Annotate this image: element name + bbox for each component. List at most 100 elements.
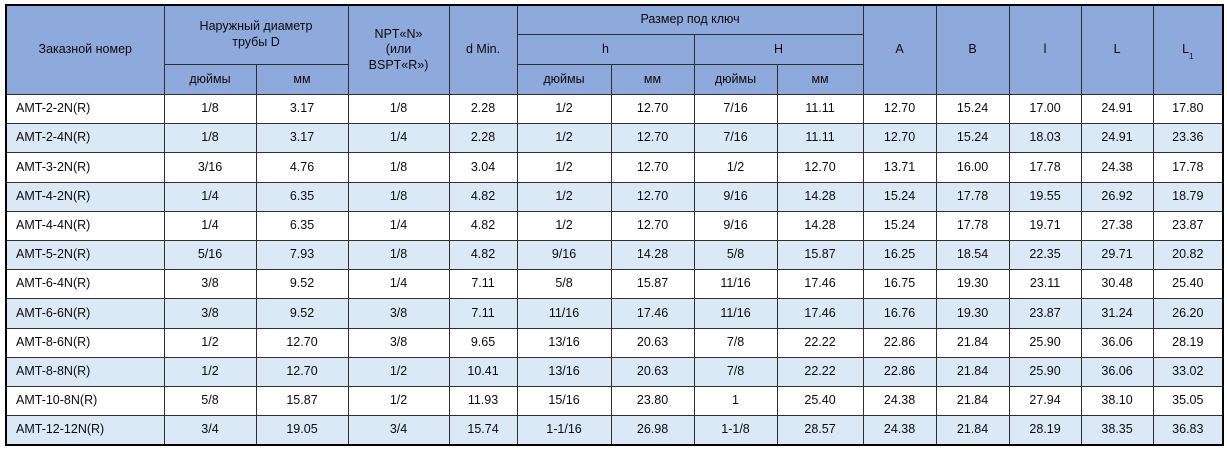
dimension-value-cell: 25.40: [1152, 269, 1224, 300]
order-number-cell: AMT-2-4N(R): [5, 123, 165, 154]
dimension-value-cell: 2.28: [448, 93, 518, 125]
dimension-value-cell: 23.36: [1152, 123, 1224, 154]
dimension-value-cell: 3.17: [255, 123, 349, 154]
order-number-cell: AMT-8-8N(R): [5, 356, 165, 387]
dimension-value-cell: 16.25: [862, 239, 937, 271]
order-number-cell: AMT-3-2N(R): [5, 152, 165, 183]
dimension-value-cell: 1: [693, 385, 778, 417]
dimension-value-cell: 15.24: [935, 123, 1010, 154]
dimension-value-cell: 3/4: [163, 415, 257, 446]
dimension-value-cell: 36.06: [1080, 327, 1154, 358]
dimension-value-cell: 23.80: [610, 385, 695, 417]
header-h-lower: h: [516, 34, 695, 65]
header-d-mm: мм: [255, 64, 349, 95]
dimension-value-cell: 3.17: [255, 93, 349, 125]
dimension-value-cell: 33.02: [1152, 356, 1224, 387]
dimension-value-cell: 12.70: [610, 123, 695, 154]
table-row: AMT-6-6N(R) 3/8 9.52 3/8 7.11 11/16 17.46 11/16…: [5, 298, 1224, 329]
dimension-value-cell: 7/8: [693, 327, 778, 358]
header-h-upper-mm: мм: [776, 64, 864, 95]
dimension-value-cell: 14.28: [776, 210, 864, 241]
header-col-l1: L1: [1152, 4, 1224, 95]
order-number-cell: AMT-4-4N(R): [5, 210, 165, 241]
dimension-value-cell: 4.82: [448, 239, 518, 271]
header-h-upper-inches: дюймы: [693, 64, 778, 95]
dimension-value-cell: 1/8: [347, 93, 450, 125]
header-row-3: дюймы мм дюймы мм дюймы мм: [6, 64, 1223, 95]
header-wrench-size: Размер под ключ: [516, 4, 864, 35]
dimension-value-cell: 5/8: [163, 385, 257, 417]
dimension-value-cell: 15.87: [610, 269, 695, 300]
dimension-value-cell: 18.79: [1152, 181, 1224, 212]
dimension-value-cell: 27.38: [1080, 210, 1154, 241]
dimension-value-cell: 20.63: [610, 327, 695, 358]
dimension-value-cell: 24.38: [1080, 152, 1154, 183]
dimension-value-cell: 1/4: [347, 210, 450, 241]
dimension-value-cell: 1/4: [347, 123, 450, 154]
dimension-value-cell: 22.22: [776, 327, 864, 358]
dimension-value-cell: 5/16: [163, 239, 257, 271]
header-order-number: Заказной номер: [5, 4, 165, 95]
table-row: AMT-5-2N(R) 5/16 7.93 1/8 4.82 9/16 14.28 5/8 15…: [5, 239, 1224, 271]
dimension-value-cell: 3/8: [163, 269, 257, 300]
dimension-value-cell: 1/8: [163, 93, 257, 125]
dimension-value-cell: 18.54: [935, 239, 1010, 271]
dimension-value-cell: 25.40: [776, 385, 864, 417]
dimension-value-cell: 11/16: [693, 298, 778, 329]
dimension-value-cell: 19.05: [255, 415, 349, 446]
header-col-b: B: [935, 4, 1010, 95]
dimension-value-cell: 17.80: [1152, 93, 1224, 125]
dimension-value-cell: 1/8: [347, 239, 450, 271]
dimension-value-cell: 7.11: [448, 298, 518, 329]
dimension-value-cell: 24.91: [1080, 123, 1154, 154]
dimension-value-cell: 15.24: [862, 181, 937, 212]
dimension-value-cell: 12.70: [610, 210, 695, 241]
dimension-value-cell: 17.78: [1008, 152, 1082, 183]
order-number-cell: AMT-4-2N(R): [5, 181, 165, 212]
dimension-value-cell: 3/8: [347, 298, 450, 329]
dimension-value-cell: 1/8: [347, 152, 450, 183]
dimension-value-cell: 22.35: [1008, 239, 1082, 271]
dimension-value-cell: 6.35: [255, 210, 349, 241]
table-row: AMT-8-6N(R) 1/2 12.70 3/8 9.65 13/16 20.63 7/8 2…: [5, 327, 1224, 358]
l1-base: L: [1182, 42, 1190, 57]
dimension-value-cell: 5/8: [516, 269, 612, 300]
dimension-value-cell: 36.06: [1080, 356, 1154, 387]
table-header: Заказной номер Наружный диаметр трубы D …: [5, 4, 1224, 95]
dimension-value-cell: 13/16: [516, 327, 612, 358]
dimension-value-cell: 30.48: [1080, 269, 1154, 300]
order-number-cell: AMT-8-6N(R): [5, 327, 165, 358]
dimension-value-cell: 1/2: [163, 327, 257, 358]
dimension-value-cell: 1/4: [163, 181, 257, 212]
dimension-value-cell: 1/8: [163, 123, 257, 154]
dimension-value-cell: 16.76: [862, 298, 937, 329]
dimension-value-cell: 9.65: [448, 327, 518, 358]
dimension-value-cell: 12.70: [255, 327, 349, 358]
dimension-value-cell: 16.00: [935, 152, 1010, 183]
dimension-value-cell: 12.70: [255, 356, 349, 387]
dimension-value-cell: 21.84: [935, 356, 1010, 387]
header-h-upper: H: [693, 34, 864, 65]
table-row: AMT-3-2N(R) 3/16 4.76 1/8 3.04 1/2 12.70 1/2 12.…: [5, 152, 1224, 183]
dimension-value-cell: 26.92: [1080, 181, 1154, 212]
order-number-cell: AMT-10-8N(R): [5, 385, 165, 417]
dimension-value-cell: 3/4: [347, 415, 450, 446]
dimension-value-cell: 9.52: [255, 298, 349, 329]
dimension-value-cell: 13.71: [862, 152, 937, 183]
dimension-value-cell: 23.87: [1008, 298, 1082, 329]
order-number-cell: AMT-5-2N(R): [5, 239, 165, 271]
dimension-value-cell: 11.11: [776, 123, 864, 154]
dimension-value-cell: 17.00: [1008, 93, 1082, 125]
header-outer-diameter: Наружный диаметр трубы D: [163, 4, 349, 65]
l1-subscript: 1: [1189, 51, 1194, 61]
dimension-value-cell: 14.28: [776, 181, 864, 212]
dimension-value-cell: 28.19: [1152, 327, 1224, 358]
dimension-value-cell: 27.94: [1008, 385, 1082, 417]
table-row: AMT-6-4N(R) 3/8 9.52 1/4 7.11 5/8 15.87 11/16 17…: [5, 269, 1224, 300]
dimension-value-cell: 15.87: [776, 239, 864, 271]
dimension-value-cell: 12.70: [862, 123, 937, 154]
dimension-value-cell: 24.38: [862, 385, 937, 417]
dimension-value-cell: 1/2: [347, 385, 450, 417]
dimension-value-cell: 3/8: [163, 298, 257, 329]
dimension-value-cell: 17.46: [776, 269, 864, 300]
